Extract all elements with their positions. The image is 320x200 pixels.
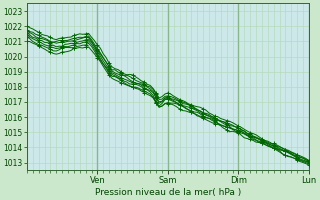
- X-axis label: Pression niveau de la mer( hPa ): Pression niveau de la mer( hPa ): [95, 188, 241, 197]
